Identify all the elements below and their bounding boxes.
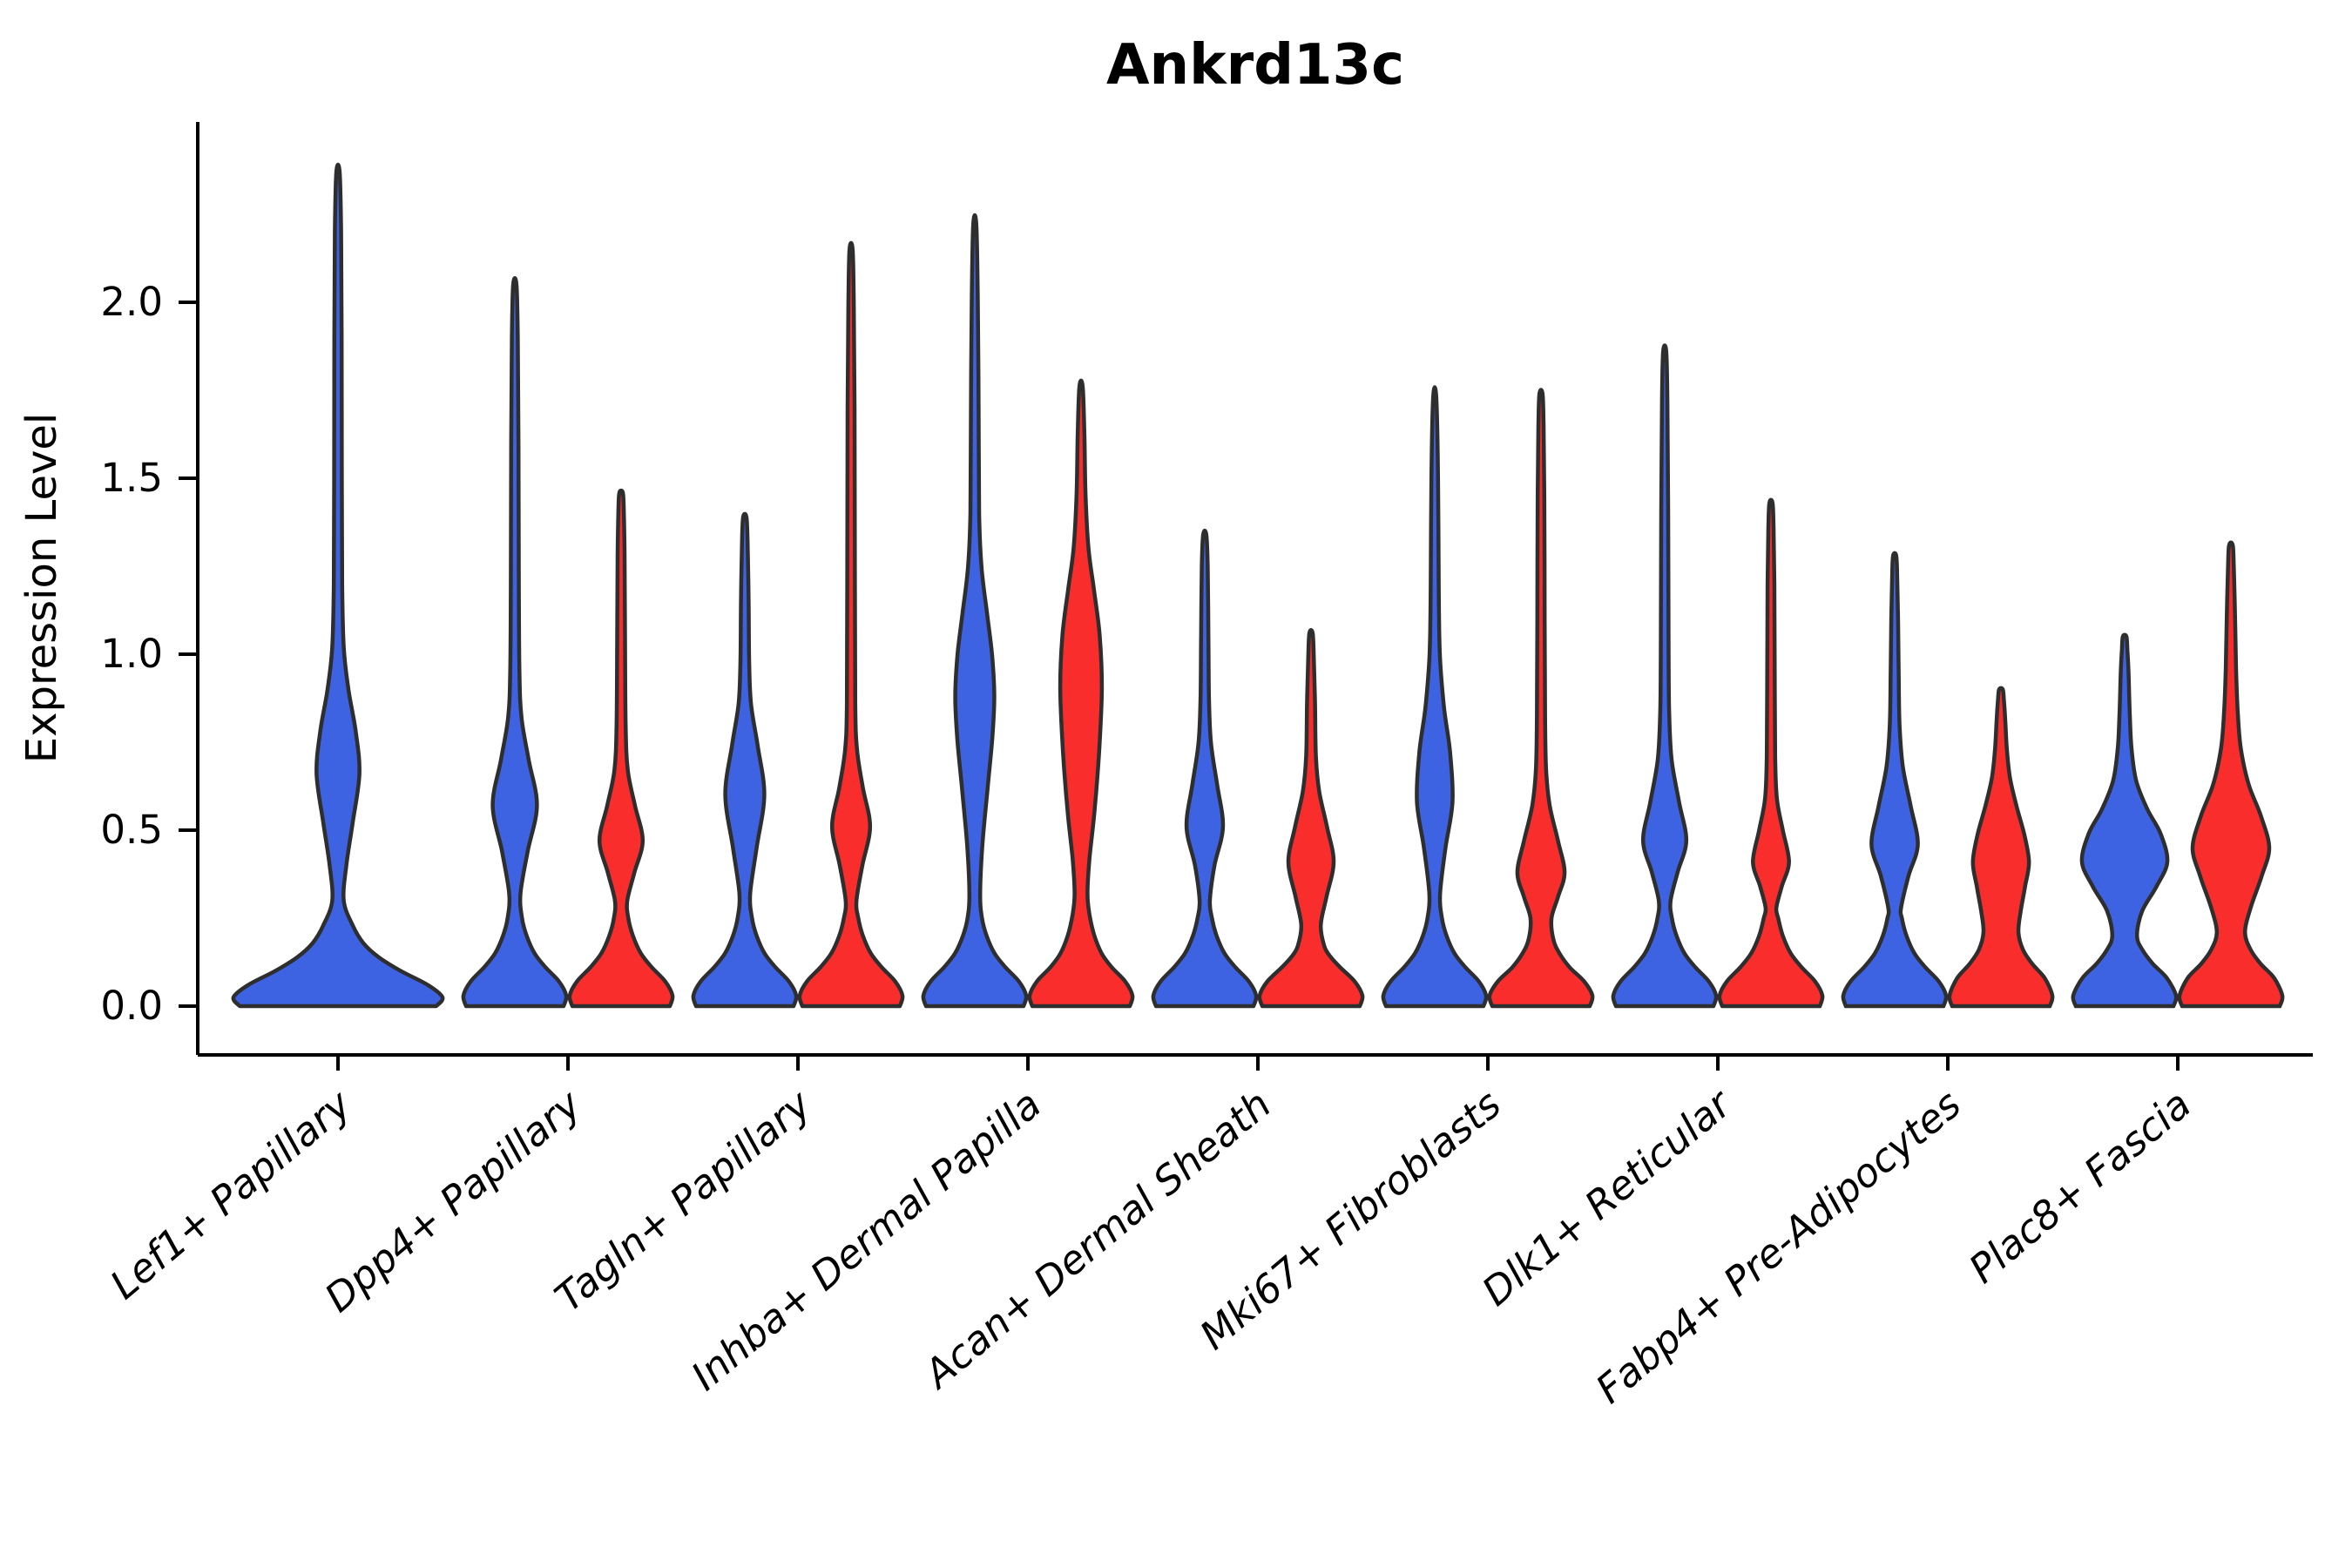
- y-axis-label: Expression Level: [17, 413, 66, 764]
- y-tick-label: 1.5: [100, 455, 163, 501]
- violin-red-4: [1257, 627, 1365, 1009]
- violin-red-1: [567, 488, 675, 1009]
- violin-layer: [231, 162, 2285, 1009]
- violin-blue-6: [1611, 343, 1719, 1009]
- violin-blue-4: [1151, 528, 1259, 1009]
- chart-title: Ankrd13c: [1106, 33, 1404, 98]
- y-tick-label: 0.5: [100, 807, 163, 853]
- x-tick-label: Dlk1+ Reticular: [1473, 1079, 1741, 1315]
- x-tick-label: Lef1+ Papillary: [101, 1080, 361, 1308]
- x-tick-label: Fabp4+ Pre-Adipocytes: [1587, 1081, 1970, 1413]
- violin-blue-2: [691, 511, 799, 1009]
- violin-red-8: [2177, 540, 2285, 1009]
- violin-blue-8: [2071, 632, 2179, 1009]
- violin-red-5: [1487, 388, 1595, 1009]
- violin-blue-3: [921, 213, 1029, 1009]
- label-layer: Ankrd13c Expression Level: [17, 33, 1404, 763]
- violin-red-7: [1947, 686, 2055, 1009]
- violin-red-6: [1717, 497, 1825, 1009]
- violin-blue-0: [231, 162, 445, 1009]
- y-tick-label: 1.0: [100, 631, 163, 677]
- violin-red-3: [1027, 378, 1135, 1009]
- violin-red-2: [797, 240, 905, 1009]
- y-tick-label: 0.0: [100, 983, 163, 1029]
- violin-blue-7: [1841, 551, 1949, 1009]
- y-tick-label: 2.0: [100, 279, 163, 325]
- violin-blue-5: [1381, 385, 1489, 1009]
- x-tick-label: Plac8+ Fascia: [1960, 1081, 2200, 1293]
- violin-blue-1: [461, 275, 569, 1009]
